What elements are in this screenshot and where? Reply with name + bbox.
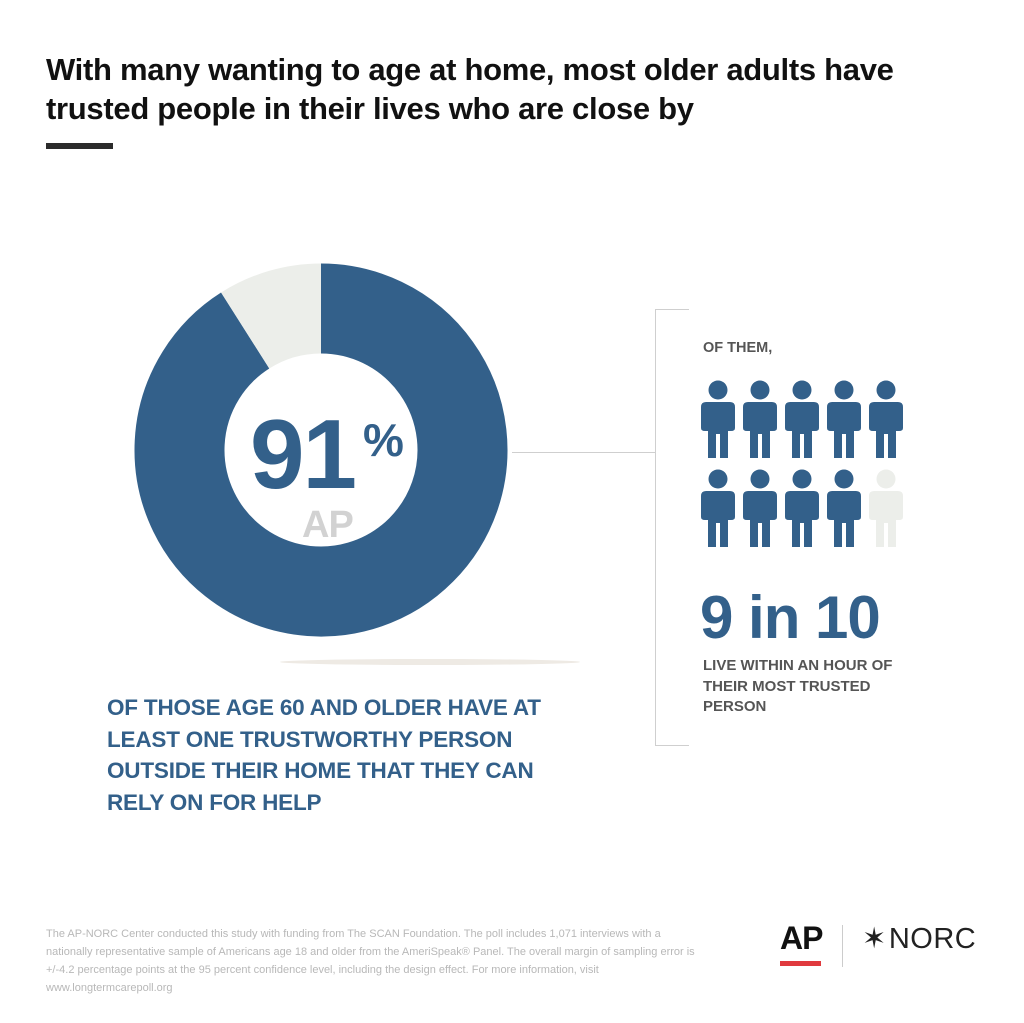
person-icon bbox=[785, 380, 819, 458]
logo-divider bbox=[842, 925, 843, 967]
donut-center-unit: % bbox=[363, 414, 404, 466]
norc-star-icon: ✶ bbox=[862, 923, 887, 955]
person-icon bbox=[743, 380, 777, 458]
pictogram-lead-in: OF THEM, bbox=[703, 340, 773, 356]
person-icon bbox=[827, 380, 861, 458]
donut-center-number: 91 bbox=[250, 399, 357, 509]
bracket-line bbox=[655, 309, 689, 746]
ap-watermark: AP bbox=[302, 504, 354, 546]
connector-line bbox=[512, 452, 656, 453]
norc-logo-text: NORC bbox=[888, 923, 977, 955]
methodology-footnote: The AP-NORC Center conducted this study … bbox=[46, 928, 695, 994]
donut-center-value: 91 % bbox=[250, 405, 404, 503]
norc-logo: ✶NORC bbox=[862, 921, 976, 957]
title-underline bbox=[46, 143, 113, 149]
person-icon bbox=[869, 380, 903, 458]
person-icon bbox=[827, 469, 861, 547]
person-icon bbox=[869, 469, 903, 547]
person-icon bbox=[701, 469, 735, 547]
pictogram-caption: LIVE WITHIN AN HOUR OF THEIR MOST TRUSTE… bbox=[703, 657, 893, 715]
page-title: With many wanting to age at home, most o… bbox=[46, 52, 894, 126]
person-icon bbox=[785, 469, 819, 547]
donut-slice-0 bbox=[134, 263, 508, 637]
donut-shadow bbox=[280, 659, 580, 665]
person-icon bbox=[701, 380, 735, 458]
ap-logo: AP bbox=[780, 920, 823, 956]
pictogram-stat: 9 in 10 bbox=[700, 584, 881, 651]
ap-logo-bar bbox=[780, 961, 821, 966]
donut-slice-1 bbox=[221, 263, 323, 370]
donut-caption: OF THOSE AGE 60 AND OLDER HAVE AT LEAST … bbox=[107, 695, 541, 815]
person-icon bbox=[743, 469, 777, 547]
